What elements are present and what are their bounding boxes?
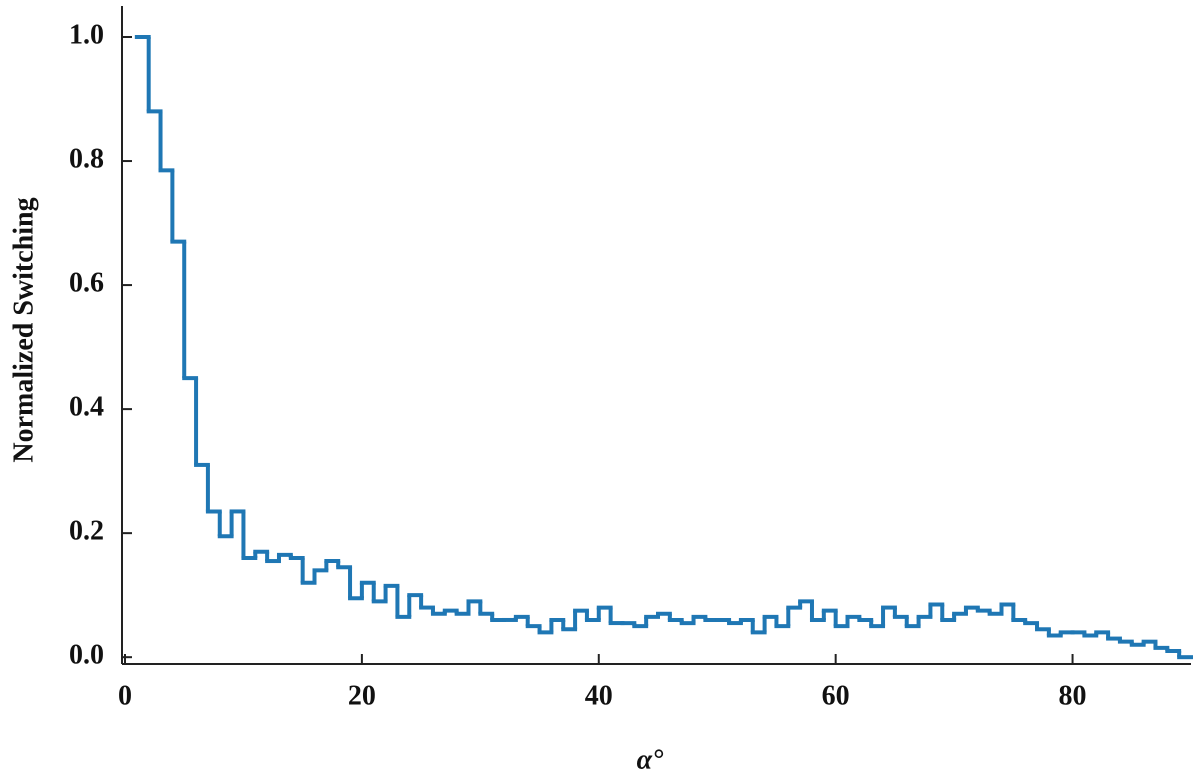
y-axis-label: Normalized Switching [8, 197, 39, 462]
y-tick-label: 0.8 [69, 143, 104, 174]
y-tick-label: 0.6 [69, 267, 104, 298]
x-tick-label: 40 [585, 680, 613, 711]
x-tick-label: 80 [1059, 680, 1087, 711]
x-tick-label: 60 [822, 680, 850, 711]
x-tick-label: 0 [118, 680, 132, 711]
y-tick-label: 0.4 [69, 392, 104, 423]
y-tick-label: 1.0 [69, 19, 104, 50]
x-axis-label: α° [637, 744, 664, 775]
x-tick-label: 20 [348, 680, 376, 711]
y-tick-label: 0.2 [69, 516, 104, 547]
y-tick-label: 0.0 [69, 640, 104, 671]
